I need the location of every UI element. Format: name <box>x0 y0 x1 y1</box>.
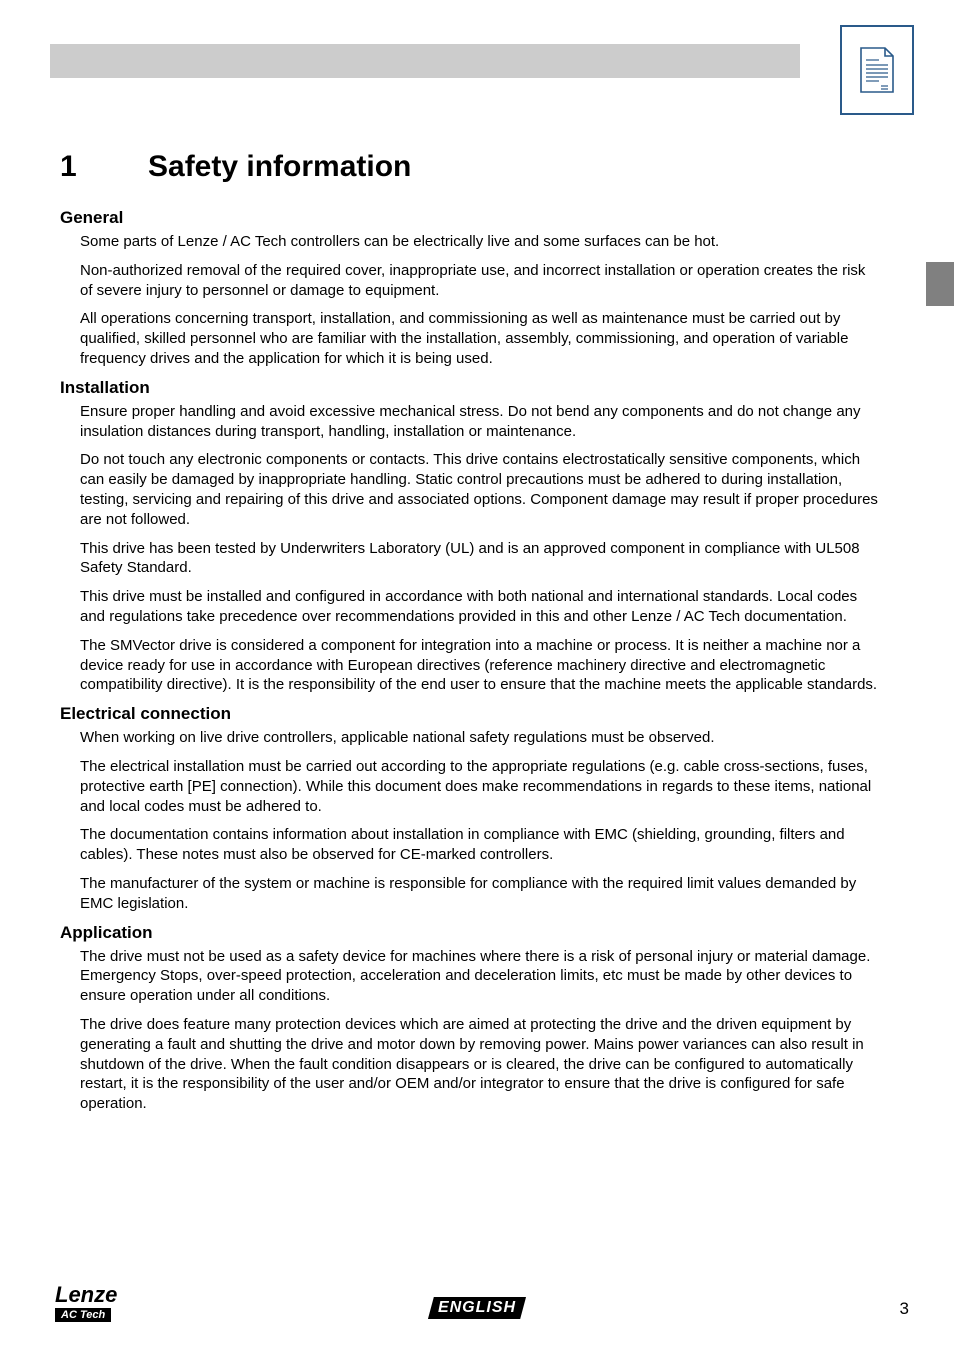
title-text: Safety information <box>148 150 411 184</box>
heading-electrical: Electrical connection <box>60 704 880 724</box>
para: This drive has been tested by Underwrite… <box>80 539 880 579</box>
brand-sub: AC Tech <box>55 1308 111 1322</box>
para: Non-authorized removal of the required c… <box>80 261 880 301</box>
heading-general: General <box>60 208 880 228</box>
header-gray-bar <box>50 44 800 78</box>
para: Some parts of Lenze / AC Tech controller… <box>80 232 880 252</box>
para: The documentation contains information a… <box>80 825 880 865</box>
main-content: 1 Safety information General Some parts … <box>60 150 880 1123</box>
heading-installation: Installation <box>60 378 880 398</box>
side-tab-marker <box>926 262 954 306</box>
para: The drive does feature many protection d… <box>80 1015 880 1114</box>
brand-logo: Lenze AC Tech <box>55 1285 117 1323</box>
brand-top: Lenze <box>55 1285 117 1305</box>
para: All operations concerning transport, ins… <box>80 309 880 368</box>
para: The SMVector drive is considered a compo… <box>80 636 880 695</box>
para: The drive must not be used as a safety d… <box>80 947 880 1006</box>
page-title: 1 Safety information <box>60 150 880 184</box>
para: The manufacturer of the system or machin… <box>80 874 880 914</box>
para: This drive must be installed and configu… <box>80 587 880 627</box>
page-number: 3 <box>900 1299 909 1319</box>
heading-application: Application <box>60 923 880 943</box>
footer-language-badge: ENGLISH <box>428 1297 526 1319</box>
para: Do not touch any electronic components o… <box>80 450 880 529</box>
para: Ensure proper handling and avoid excessi… <box>80 402 880 442</box>
para: When working on live drive controllers, … <box>80 728 880 748</box>
document-icon-frame <box>840 25 914 115</box>
title-number: 1 <box>60 150 148 184</box>
para: The electrical installation must be carr… <box>80 757 880 816</box>
document-icon <box>859 46 895 94</box>
